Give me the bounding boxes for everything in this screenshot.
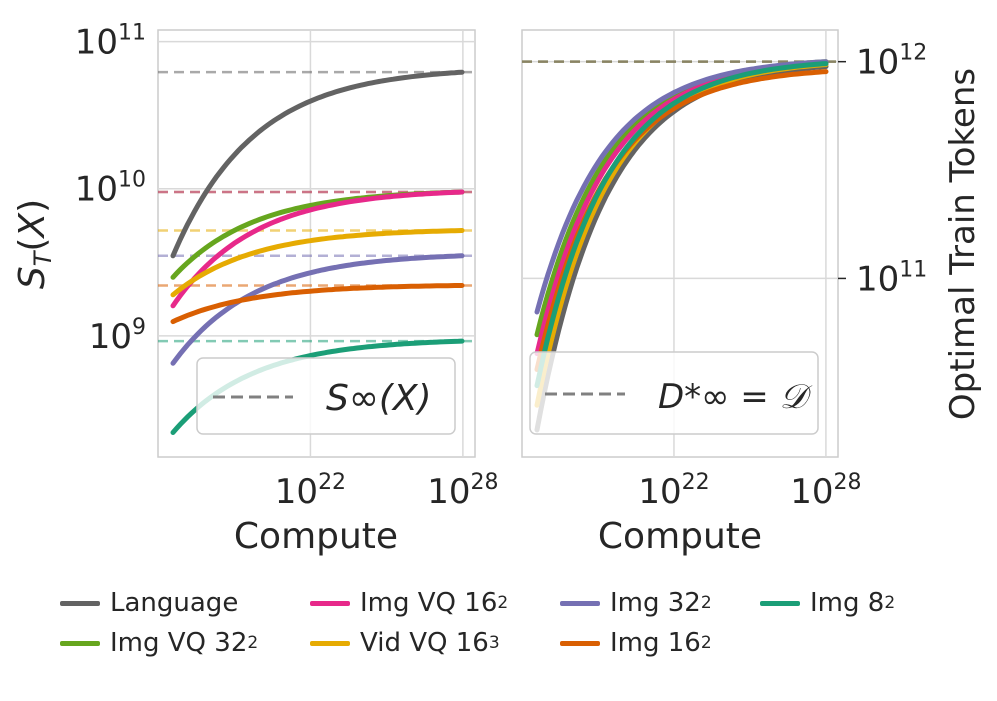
left-y-tick-label: 109 [89, 315, 146, 357]
legend-label: Img VQ 16 [360, 588, 498, 618]
legend-item: Img VQ 32 2 [60, 628, 258, 658]
left-x-tick-labels: 1022 1028 [275, 470, 499, 512]
legend-item: Img 32 2 [560, 588, 712, 618]
right-y-tick-label: 1011 [856, 257, 927, 299]
legend-label: Img 8 [810, 588, 885, 618]
legend-item: Language [60, 588, 238, 618]
right-line-img-32² [534, 59, 829, 315]
left-line-img-16² [170, 283, 465, 325]
left-x-tick-label: 1022 [275, 470, 346, 512]
legend-label: Vid VQ 16 [360, 628, 489, 658]
right-legend-box: D*∞ = 𝒟 [529, 351, 819, 435]
left-legend-box: S∞(X) [196, 357, 456, 435]
legend-label: Img VQ 32 [110, 628, 248, 658]
left-y-tick-labels: 109 1010 1011 [75, 21, 146, 357]
left-y-tick-label: 1010 [75, 168, 146, 210]
legend-item: Img 16 2 [560, 628, 712, 658]
legend-label: Img 32 [610, 588, 701, 618]
right-series-lines [534, 59, 829, 433]
left-y-tick-label: 1011 [75, 21, 146, 63]
right-x-tick-label: 1028 [790, 470, 861, 512]
right-x-tick-labels: 1022 1028 [638, 470, 861, 512]
right-legend-label: D*∞ = 𝒟 [658, 377, 813, 417]
legend-label: Img 16 [610, 628, 701, 658]
legend-swatch [60, 600, 100, 606]
left-line-img-vq-16² [170, 189, 465, 309]
left-line-language [170, 69, 465, 259]
legend-item: Img VQ 16 2 [310, 588, 508, 618]
right-chart-panel: 1011 1012 1022 1028 Compute Optimal Train … [521, 29, 983, 557]
right-x-axis-label: Compute [598, 516, 762, 557]
left-y-axis-label: ST(X) [12, 199, 57, 289]
left-line-img-32² [170, 253, 465, 366]
left-x-axis-label: Compute [234, 516, 398, 557]
legend-swatch [310, 600, 350, 606]
right-y-tick-label: 1012 [856, 41, 927, 83]
left-x-tick-label: 1028 [427, 470, 498, 512]
legend-swatch [560, 600, 600, 606]
legend-swatch [760, 600, 800, 606]
legend-label: Language [110, 588, 239, 618]
series-legend: Language Img VQ 32 2 Img VQ 16 2 Vid VQ 16 3 Im… [60, 588, 960, 668]
left-legend-label: S∞(X) [326, 378, 432, 419]
right-x-tick-label: 1022 [638, 470, 709, 512]
right-y-tick-labels: 1011 1012 [838, 41, 927, 299]
legend-swatch [560, 640, 600, 646]
legend-swatch [60, 640, 100, 646]
right-y-axis-label: Optimal Train Tokens [943, 68, 983, 420]
right-line-img-8² [534, 61, 829, 389]
legend-swatch [310, 640, 350, 646]
left-line-vid-vq-16³ [170, 228, 465, 298]
legend-item: Vid VQ 16 3 [310, 628, 500, 658]
left-chart-panel: 109 1010 1011 1022 1028 Compute ST(X) S∞(X) [12, 21, 499, 557]
